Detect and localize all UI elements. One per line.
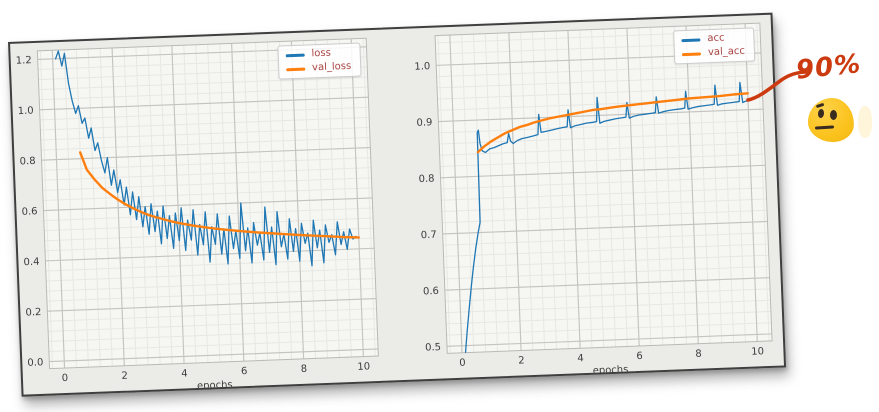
figure-frame: 0 2 4 6 8 10 0.0 0.2 0.4 0.6 0.8 1.0 1.2 epochs 0 2 4 6 8 1… xyxy=(8,12,787,397)
series-val_loss xyxy=(78,151,360,239)
series-val_acc xyxy=(476,92,749,154)
x-tick-label: 0 xyxy=(459,358,466,369)
y-tick-label: 1.0 xyxy=(18,106,34,118)
emoji-right-eye xyxy=(830,110,837,120)
legend: loss val_loss xyxy=(277,42,362,80)
emoji-ghost-sliver xyxy=(858,106,872,138)
y-tick-label: 0.4 xyxy=(23,257,39,269)
y-tick-label: 0.8 xyxy=(418,174,434,186)
x-tick-label: 2 xyxy=(518,355,525,366)
charts-canvas: 0 2 4 6 8 10 0.0 0.2 0.4 0.6 0.8 1.0 1.2 epochs 0 2 4 6 8 1… xyxy=(16,22,773,392)
legend-line-swatch xyxy=(681,51,702,56)
legend-item-loss: loss xyxy=(285,48,350,60)
legend-item-val_loss: val_loss xyxy=(286,60,352,74)
legend-label: val_acc xyxy=(707,45,746,59)
legend-item-val_acc: val_acc xyxy=(681,45,746,59)
y-tick-label: 1.2 xyxy=(16,55,32,67)
legend-line-swatch xyxy=(681,37,701,42)
x-tick-label: 0 xyxy=(62,373,69,384)
y-tick-label: 0.6 xyxy=(21,206,37,218)
axes-acc: 0 2 4 6 8 10 0.5 0.6 0.7 0.8 0.9 1.0 epochs xyxy=(414,22,773,377)
x-tick-label: 10 xyxy=(357,361,370,372)
y-tick-label: 0.0 xyxy=(27,357,43,369)
x-tick-label: 6 xyxy=(636,351,643,362)
legend-line-swatch xyxy=(286,67,306,71)
x-axis-label: epochs xyxy=(593,364,629,376)
series-acc xyxy=(464,81,749,354)
x-tick-label: 8 xyxy=(301,364,308,375)
x-tick-label: 6 xyxy=(241,366,248,377)
y-tick-label: 0.8 xyxy=(19,156,35,168)
plot-area xyxy=(435,23,773,354)
x-tick-label: 4 xyxy=(181,368,188,379)
y-tick-label: 1.0 xyxy=(414,61,430,73)
legend-item-acc: acc xyxy=(681,32,744,45)
x-tick-label: 10 xyxy=(751,346,764,357)
x-axis-label: epochs xyxy=(197,380,233,392)
plot-area xyxy=(37,38,379,369)
x-tick-label: 2 xyxy=(121,371,128,382)
legend-label: loss xyxy=(311,47,332,60)
axes-loss: 0 2 4 6 8 10 0.0 0.2 0.4 0.6 0.8 1.0 1.2 epochs xyxy=(16,37,379,392)
legend-label: acc xyxy=(707,32,725,45)
annotation-90-percent: 90% xyxy=(794,49,863,86)
y-tick-label: 0.7 xyxy=(421,230,437,242)
emoji-face xyxy=(807,97,855,143)
legend-label: val_loss xyxy=(311,60,352,74)
legend-line-swatch xyxy=(285,53,305,57)
y-tick-label: 0.2 xyxy=(25,307,41,319)
x-tick-label: 4 xyxy=(577,353,584,364)
annotation-arrow-icon xyxy=(746,70,809,102)
y-tick-label: 0.5 xyxy=(425,342,441,354)
x-tick-label: 8 xyxy=(695,349,702,360)
neutral-face-emoji xyxy=(807,97,855,143)
y-tick-label: 0.6 xyxy=(423,286,439,298)
legend: acc val_acc xyxy=(673,27,756,65)
y-tick-label: 0.9 xyxy=(416,117,432,129)
